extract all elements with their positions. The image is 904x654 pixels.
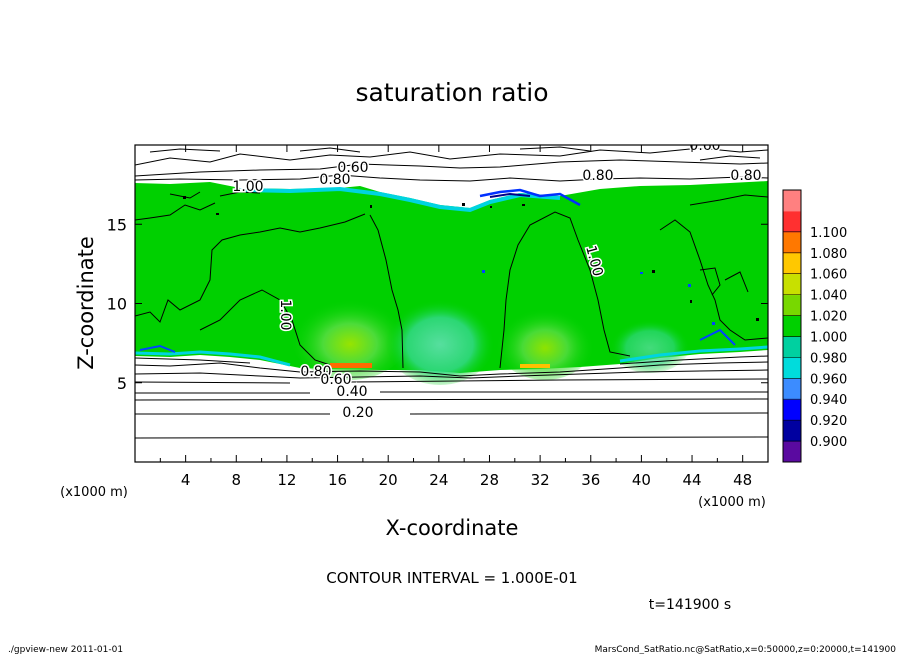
x-unit-label: (x1000 m) — [698, 495, 766, 510]
x-tick-label: 28 — [480, 471, 499, 489]
contour-label: 0.60 — [689, 138, 720, 154]
x-tick-label: 8 — [232, 471, 242, 489]
upper-contours — [135, 146, 768, 199]
contour-label: 0.20 — [342, 405, 373, 421]
colorbar-label: 1.040 — [810, 289, 847, 304]
footer-left: ./gpview-new 2011-01-01 — [8, 645, 123, 654]
yellow-plume-2 — [495, 300, 595, 380]
contour-label: 0.60 — [320, 372, 351, 388]
specks — [183, 196, 759, 321]
chart-title: saturation ratio — [355, 78, 548, 107]
contour-labels: 0.600.801.001.001.000.600.800.800.600.40… — [231, 138, 763, 423]
contour-label: 0.80 — [730, 168, 761, 184]
y-tick-label: 5 — [117, 374, 127, 393]
x-tick-label: 20 — [379, 471, 398, 489]
colorbar-label: 0.960 — [810, 372, 847, 387]
colorbar-swatch — [783, 315, 801, 337]
lower-contours — [135, 355, 768, 439]
x-tick-label: 44 — [682, 471, 701, 489]
saturation-contours — [135, 194, 768, 369]
contour-label: 0.40 — [336, 384, 367, 400]
lower-boundary-cyan — [135, 345, 768, 367]
x-tick-label: 32 — [531, 471, 550, 489]
colorbar-swatch — [783, 378, 801, 400]
colorbar-label: 1.060 — [810, 268, 847, 283]
colorbar-swatch — [783, 420, 801, 442]
colorbar-swatch — [783, 336, 801, 358]
y-axis-label: Z-coordinate — [74, 236, 98, 370]
orange-strip — [520, 364, 550, 368]
x-tick-label: 16 — [328, 471, 347, 489]
contour-label: 0.80 — [319, 172, 350, 188]
blue-specks — [482, 270, 715, 325]
colorbar-swatch — [783, 294, 801, 317]
x-tick-label: 4 — [181, 471, 191, 489]
plot-area: 0.600.801.001.001.000.600.800.800.600.40… — [135, 138, 768, 462]
red-strip — [330, 363, 372, 368]
upper-boundary-blue — [479, 188, 581, 207]
upper-boundary-navy — [489, 192, 531, 198]
teal-plume-1 — [385, 295, 495, 385]
y-axis: 5 10 15 — [107, 215, 768, 393]
x-tick-label: 36 — [581, 471, 600, 489]
colorbar-label: 1.020 — [810, 310, 847, 325]
lower-boundary-blue — [139, 328, 736, 353]
x-axis: 4 8 12 16 20 24 28 32 36 40 44 48 — [159, 145, 752, 489]
colorbar-swatch — [783, 273, 801, 296]
x-tick-label: 40 — [632, 471, 651, 489]
x-tick-label: 24 — [429, 471, 448, 489]
y-tick-label: 10 — [107, 295, 127, 314]
y-tick-label: 15 — [107, 215, 127, 234]
contour-interval: CONTOUR INTERVAL = 1.000E-01 — [326, 569, 577, 587]
y-unit-label: (x1000 m) — [60, 485, 128, 500]
yellow-plume-1 — [290, 290, 410, 380]
x-tick-label: 48 — [733, 471, 752, 489]
x-tick-label: 12 — [277, 471, 296, 489]
colorbar-swatch — [783, 357, 801, 379]
colorbar-swatch — [783, 231, 801, 254]
colorbar-frame — [782, 189, 802, 463]
contour-label: 1.00 — [277, 299, 293, 330]
contour-label: 1.00 — [232, 179, 263, 195]
footer-right: MarsCond_SatRatio.nc@SatRatio,x=0:50000,… — [595, 645, 897, 654]
colorbar-label: 1.100 — [810, 226, 847, 241]
upper-boundary-cyan — [239, 186, 561, 213]
contour-label: 0.80 — [300, 364, 331, 380]
colorbar-swatch — [783, 252, 801, 275]
colorbar-swatch — [783, 399, 801, 421]
colorbar-label: 1.080 — [810, 247, 847, 262]
colorbar-swatch — [783, 210, 801, 233]
colorbar: 0.900 0.920 0.940 0.960 0.980 1.000 1.020 1.040… — [782, 189, 847, 463]
contour-label: 0.80 — [582, 168, 613, 184]
colorbar-label: 0.980 — [810, 351, 847, 366]
colorbar-label: 1.000 — [810, 330, 847, 345]
colorbar-label: 0.920 — [810, 414, 847, 429]
colorbar-label: 0.900 — [810, 435, 847, 450]
colorbar-swatch — [783, 190, 801, 212]
colorbar-label: 0.940 — [810, 393, 847, 408]
time-label: t=141900 s — [649, 597, 731, 613]
x-axis-label: X-coordinate — [386, 516, 519, 540]
colorbar-swatch — [783, 441, 801, 463]
contour-label: 0.60 — [337, 160, 368, 176]
